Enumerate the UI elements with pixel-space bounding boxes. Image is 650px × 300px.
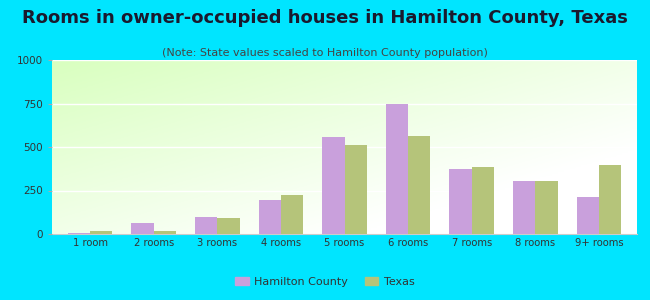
Bar [599,165,621,234]
Bar [472,167,494,234]
Bar [449,169,472,234]
Bar [408,136,430,234]
Bar [259,200,281,234]
Text: (Note: State values scaled to Hamilton County population): (Note: State values scaled to Hamilton C… [162,48,488,58]
Bar [281,195,303,234]
Bar [535,181,558,234]
Bar [386,103,408,234]
Bar [131,223,154,234]
Bar [344,145,367,234]
Bar [68,233,90,234]
Text: Rooms in owner-occupied houses in Hamilton County, Texas: Rooms in owner-occupied houses in Hamilt… [22,9,628,27]
Bar [195,217,217,234]
Bar [322,136,344,234]
Legend: Hamilton County, Texas: Hamilton County, Texas [231,272,419,291]
Bar [217,218,240,234]
Bar [90,230,112,234]
Bar [577,196,599,234]
Bar [513,181,535,234]
Bar [154,230,176,234]
